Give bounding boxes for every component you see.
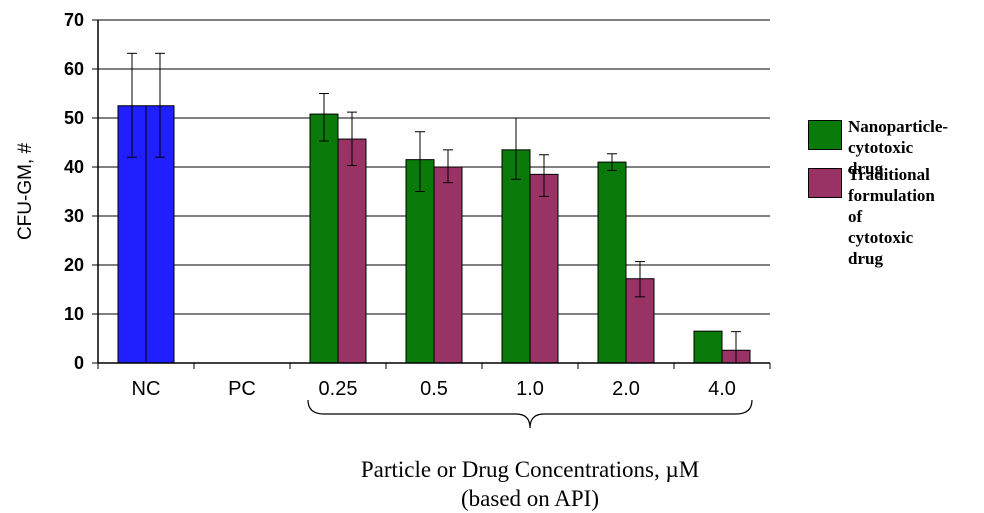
y-tick-label: 30 <box>64 206 84 226</box>
y-tick-label: 20 <box>64 255 84 275</box>
x-tick-label: PC <box>228 378 256 400</box>
bar-series-1 <box>309 113 339 364</box>
legend-swatch-nanoparticle <box>808 120 842 150</box>
bar-series-1 <box>693 330 723 364</box>
y-tick-label: 10 <box>64 304 84 324</box>
y-tick-label: 70 <box>64 10 84 30</box>
y-tick-label: 40 <box>64 157 84 177</box>
x-tick-label: NC <box>132 378 161 400</box>
legend-label-traditional: Traditional formulation of cytotoxic dru… <box>848 165 935 268</box>
x-tick-label: 1.0 <box>516 378 544 400</box>
legend-label-nanoparticle: Nanoparticle- cytotoxic drug <box>848 117 949 178</box>
bar-series-2 <box>337 138 367 364</box>
bar-series-2 <box>433 166 463 364</box>
y-tick-label: 60 <box>64 59 84 79</box>
bar-series-1 <box>597 161 627 364</box>
y-axis-title: CFU-GM, # <box>15 143 36 241</box>
category-brace <box>307 399 753 429</box>
x-tick-label: 0.5 <box>420 378 448 400</box>
x-tick-label: 4.0 <box>708 378 736 400</box>
x-tick-label: 0.25 <box>319 378 358 400</box>
bar-series-2 <box>529 173 559 364</box>
x-tick-label: 2.0 <box>612 378 640 400</box>
x-axis-title: Particle or Drug Concentrations, µM (bas… <box>360 457 700 511</box>
y-tick-label: 0 <box>74 353 84 373</box>
y-tick-label: 50 <box>64 108 84 128</box>
bar-series-1 <box>501 149 531 364</box>
legend-swatch-traditional <box>808 168 842 198</box>
